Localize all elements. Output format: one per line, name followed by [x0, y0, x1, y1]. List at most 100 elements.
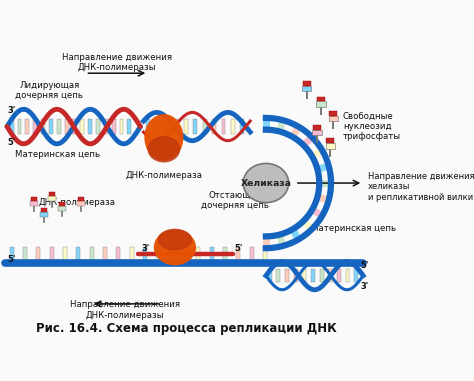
Bar — [18, 120, 21, 134]
Text: Направление движения
хеликазы
и репликативной вилки: Направление движения хеликазы и репликат… — [368, 172, 474, 202]
Text: Свободные
нуклеозид
трифосфаты: Свободные нуклеозид трифосфаты — [343, 112, 401, 141]
Text: 3': 3' — [8, 106, 16, 115]
Bar — [326, 143, 335, 149]
Bar — [41, 120, 45, 134]
Bar — [317, 97, 325, 101]
Bar — [33, 120, 37, 134]
Bar — [210, 247, 214, 261]
Bar — [30, 197, 37, 201]
Bar — [112, 120, 116, 134]
Bar — [103, 247, 107, 261]
Bar — [156, 247, 160, 261]
Bar — [130, 247, 134, 261]
Bar — [77, 201, 85, 206]
Text: Направление движения
ДНК-полимеразы: Направление движения ДНК-полимеразы — [70, 301, 180, 320]
Bar — [63, 247, 67, 261]
Text: Рис. 16.4. Схема процесса репликации ДНК: Рис. 16.4. Схема процесса репликации ДНК — [36, 322, 337, 336]
Bar — [196, 247, 201, 261]
Bar — [41, 208, 47, 212]
Bar — [174, 120, 178, 134]
Bar — [285, 269, 289, 282]
Bar — [240, 120, 244, 134]
Bar — [184, 120, 188, 134]
Text: Отстающая
дочерняя цепь: Отстающая дочерняя цепь — [201, 190, 268, 210]
Ellipse shape — [243, 163, 289, 203]
Text: Направление движения
ДНК-полимеразы: Направление движения ДНК-полимеразы — [62, 53, 172, 72]
Bar — [59, 202, 65, 206]
Bar — [49, 120, 53, 134]
Text: 3': 3' — [142, 245, 150, 253]
Bar — [57, 120, 61, 134]
Bar — [48, 196, 55, 201]
Ellipse shape — [145, 115, 183, 160]
Bar — [221, 120, 226, 134]
Text: 5': 5' — [235, 245, 243, 253]
Bar — [250, 247, 254, 261]
Bar — [183, 247, 187, 261]
Ellipse shape — [148, 137, 180, 162]
Bar — [312, 130, 322, 135]
Bar — [90, 247, 94, 261]
Bar — [302, 269, 306, 282]
Text: Лидирующая
дочерняя цепь: Лидирующая дочерняя цепь — [15, 81, 83, 100]
Bar — [165, 120, 169, 134]
Bar — [303, 81, 310, 86]
Bar — [316, 101, 326, 107]
Bar — [10, 120, 14, 134]
Bar — [26, 120, 29, 134]
Bar — [170, 247, 173, 261]
Bar — [276, 269, 281, 282]
Bar — [143, 247, 147, 261]
Bar — [40, 212, 48, 217]
Bar — [223, 247, 227, 261]
Bar — [302, 86, 311, 91]
Text: Хеликаза: Хеликаза — [240, 179, 292, 187]
Bar — [193, 120, 197, 134]
Bar — [346, 269, 349, 282]
Text: 5': 5' — [8, 255, 16, 264]
Text: ДНК-полимераза: ДНК-полимераза — [126, 171, 202, 180]
Bar — [329, 111, 337, 115]
Bar — [212, 120, 216, 134]
Bar — [203, 120, 207, 134]
Bar — [48, 192, 55, 196]
Ellipse shape — [155, 230, 195, 265]
Bar — [311, 269, 315, 282]
Bar — [328, 115, 338, 121]
Bar — [155, 120, 160, 134]
Text: 3': 3' — [360, 282, 368, 291]
Bar — [337, 269, 341, 282]
Bar — [58, 206, 66, 211]
Bar — [96, 120, 100, 134]
Text: Материнская цепь: Материнская цепь — [15, 149, 100, 158]
Bar — [80, 120, 84, 134]
Bar — [88, 120, 92, 134]
Bar — [117, 247, 120, 261]
Bar — [146, 120, 150, 134]
Bar — [73, 120, 76, 134]
Bar — [294, 269, 298, 282]
Bar — [36, 247, 40, 261]
Bar — [268, 269, 272, 282]
Bar — [263, 247, 267, 261]
Bar — [23, 247, 27, 261]
Bar — [328, 269, 332, 282]
Bar — [319, 269, 324, 282]
Bar — [50, 247, 54, 261]
Bar — [128, 120, 131, 134]
Bar — [76, 247, 80, 261]
Bar — [10, 247, 14, 261]
Ellipse shape — [158, 229, 191, 250]
Bar — [119, 120, 124, 134]
Bar — [30, 201, 37, 206]
Text: ДНК-полимераза: ДНК-полимераза — [39, 198, 116, 207]
Bar — [231, 120, 235, 134]
Bar — [64, 120, 69, 134]
Text: 5': 5' — [360, 261, 368, 270]
Bar — [313, 125, 321, 130]
Bar — [326, 138, 334, 143]
Text: 5': 5' — [8, 138, 16, 147]
Bar — [78, 197, 84, 201]
Bar — [354, 269, 358, 282]
Text: Материнская цепь: Материнская цепь — [311, 224, 397, 233]
